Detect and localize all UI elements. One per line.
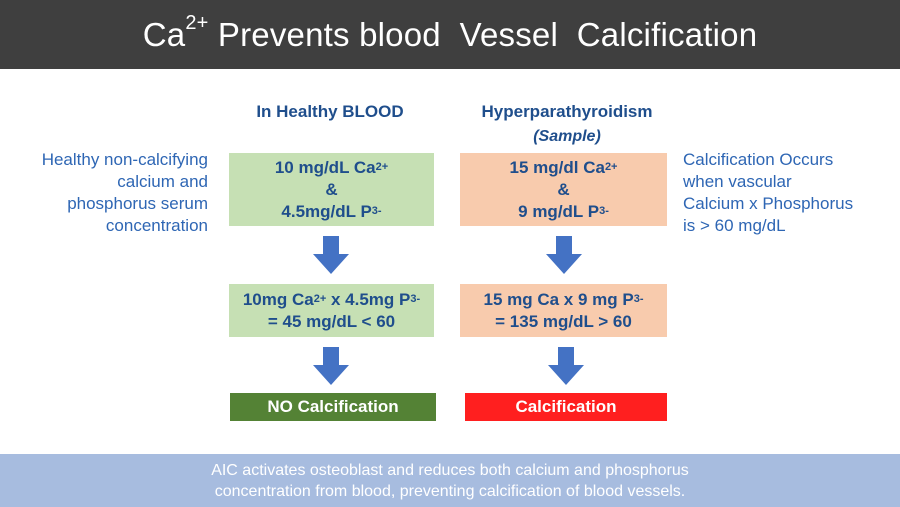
- page-title: Ca2+ Prevents blood Vessel Calcification: [142, 11, 758, 53]
- title-bar: Ca2+ Prevents blood Vessel Calcification: [0, 0, 900, 69]
- hyper-concentration-box: 15 mg/dl Ca2+ & 9 mg/dL P3-: [460, 153, 667, 226]
- side-note-line: Healthy non-calcifying: [41, 150, 208, 169]
- hyper-column-heading: Hyperparathyroidism: [481, 102, 653, 121]
- footer-summary: AIC activates osteoblast and reduces bot…: [0, 454, 900, 507]
- hyper-column-subheading: (Sample): [533, 128, 601, 145]
- healthy-side-note: Healthy non-calcifying calcium and phosp…: [10, 149, 208, 237]
- down-arrow-icon: [548, 347, 584, 385]
- side-note-line: is > 60 mg/dL: [683, 216, 786, 235]
- side-note-line: when vascular: [683, 172, 792, 191]
- hyper-phosphorus-value: 9 mg/dL P3-: [518, 201, 609, 221]
- hyper-product-result: = 135 mg/dL > 60: [495, 311, 632, 331]
- side-note-line: Calcification Occurs: [683, 150, 834, 169]
- healthy-product-box: 10mg Ca2+ x 4.5mg P3- = 45 mg/dL < 60: [229, 284, 434, 337]
- healthy-calcium-value: 10 mg/dL Ca2+: [274, 157, 389, 177]
- down-arrow-icon: [313, 347, 349, 385]
- healthy-product-result: = 45 mg/dL < 60: [267, 311, 396, 331]
- healthy-column-heading: In Healthy BLOOD: [256, 102, 404, 121]
- down-arrow-icon: [546, 236, 582, 274]
- calcification-side-note: Calcification Occurs when vascular Calci…: [683, 149, 888, 237]
- ampersand: &: [557, 179, 570, 199]
- hyper-product-box: 15 mg Ca x 9 mg P3- = 135 mg/dL > 60: [460, 284, 667, 337]
- calcification-result: Calcification: [465, 393, 667, 421]
- down-arrow-icon: [313, 236, 349, 274]
- footer-line: concentration from blood, preventing cal…: [214, 482, 686, 500]
- side-note-line: calcium and: [117, 172, 208, 191]
- ampersand: &: [325, 179, 338, 199]
- hyper-calcium-value: 15 mg/dl Ca2+: [509, 157, 618, 177]
- healthy-product-formula: 10mg Ca2+ x 4.5mg P3-: [242, 289, 421, 309]
- hyper-product-formula: 15 mg Ca x 9 mg P3-: [483, 289, 644, 309]
- side-note-line: Calcium x Phosphorus: [683, 194, 854, 213]
- footer-line: AIC activates osteoblast and reduces bot…: [211, 461, 689, 479]
- healthy-phosphorus-value: 4.5mg/dL P3-: [281, 201, 382, 221]
- no-calcification-result: NO Calcification: [230, 393, 436, 421]
- side-note-line: concentration: [105, 216, 208, 235]
- healthy-concentration-box: 10 mg/dL Ca2+ & 4.5mg/dL P3-: [229, 153, 434, 226]
- side-note-line: phosphorus serum: [67, 194, 208, 213]
